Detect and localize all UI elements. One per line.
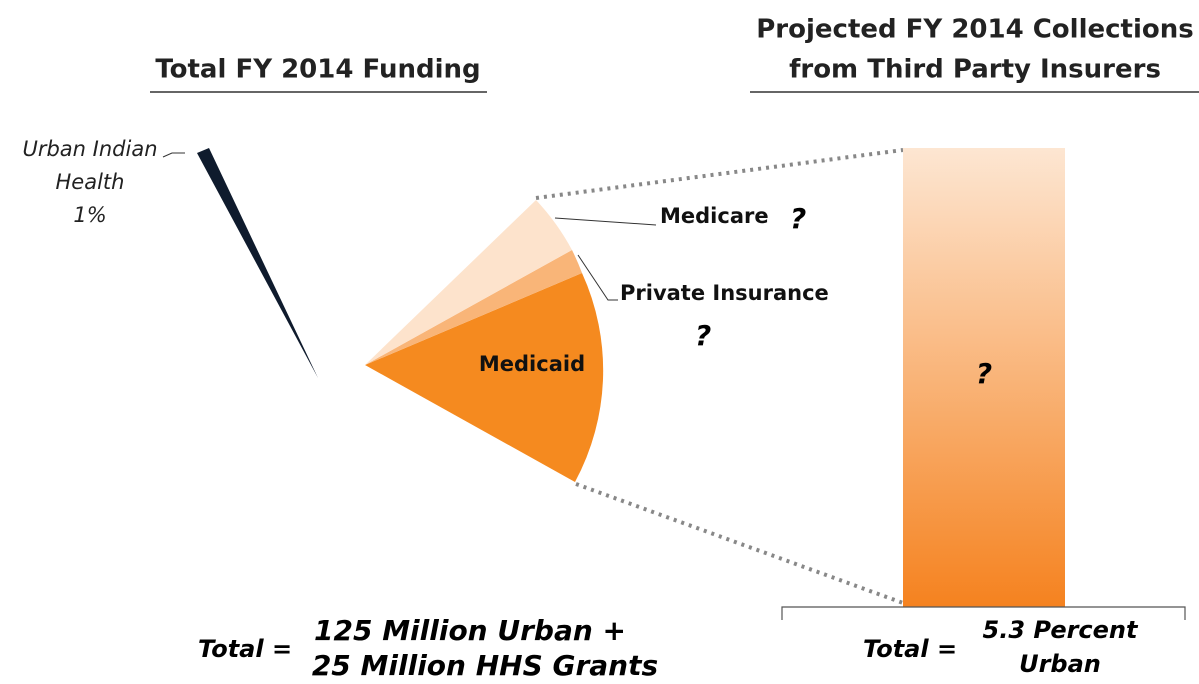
- bar: [903, 148, 1065, 607]
- right-title: from Third Party Insurers: [789, 55, 1161, 85]
- leader-line: [162, 152, 185, 158]
- total-text: 125 Million Urban +: [314, 614, 626, 647]
- total-text: Urban: [1019, 650, 1101, 678]
- slice: [197, 148, 318, 378]
- leader-line: [577, 254, 618, 301]
- medicare-wedge: [365, 200, 572, 365]
- total-label: Total =: [198, 635, 292, 663]
- right-title: Projected FY 2014 Collections: [756, 15, 1193, 45]
- private-wedge: [365, 250, 582, 365]
- left-title: Total FY 2014 Funding: [155, 55, 480, 85]
- axis-line: [781, 606, 1186, 620]
- medicaid-wedge: [365, 273, 604, 482]
- total-text: 5.3 Percent: [983, 616, 1140, 644]
- slice-label: Health: [56, 170, 125, 194]
- medicare-label: Medicare: [660, 204, 769, 228]
- private-label: Private Insurance: [620, 281, 829, 305]
- slice-label: Urban Indian: [22, 137, 157, 161]
- medicare-value: ?: [790, 202, 806, 235]
- dotted-line: [575, 482, 904, 605]
- leader-line: [554, 217, 657, 226]
- medicaid-label: Medicaid: [479, 352, 585, 376]
- private-value: ?: [695, 319, 711, 352]
- bar-label: ?: [976, 357, 992, 390]
- total-label: Total =: [863, 635, 957, 663]
- total-text: 25 Million HHS Grants: [312, 649, 658, 680]
- slice-label: 1%: [73, 203, 106, 227]
- dotted-line: [535, 148, 904, 200]
